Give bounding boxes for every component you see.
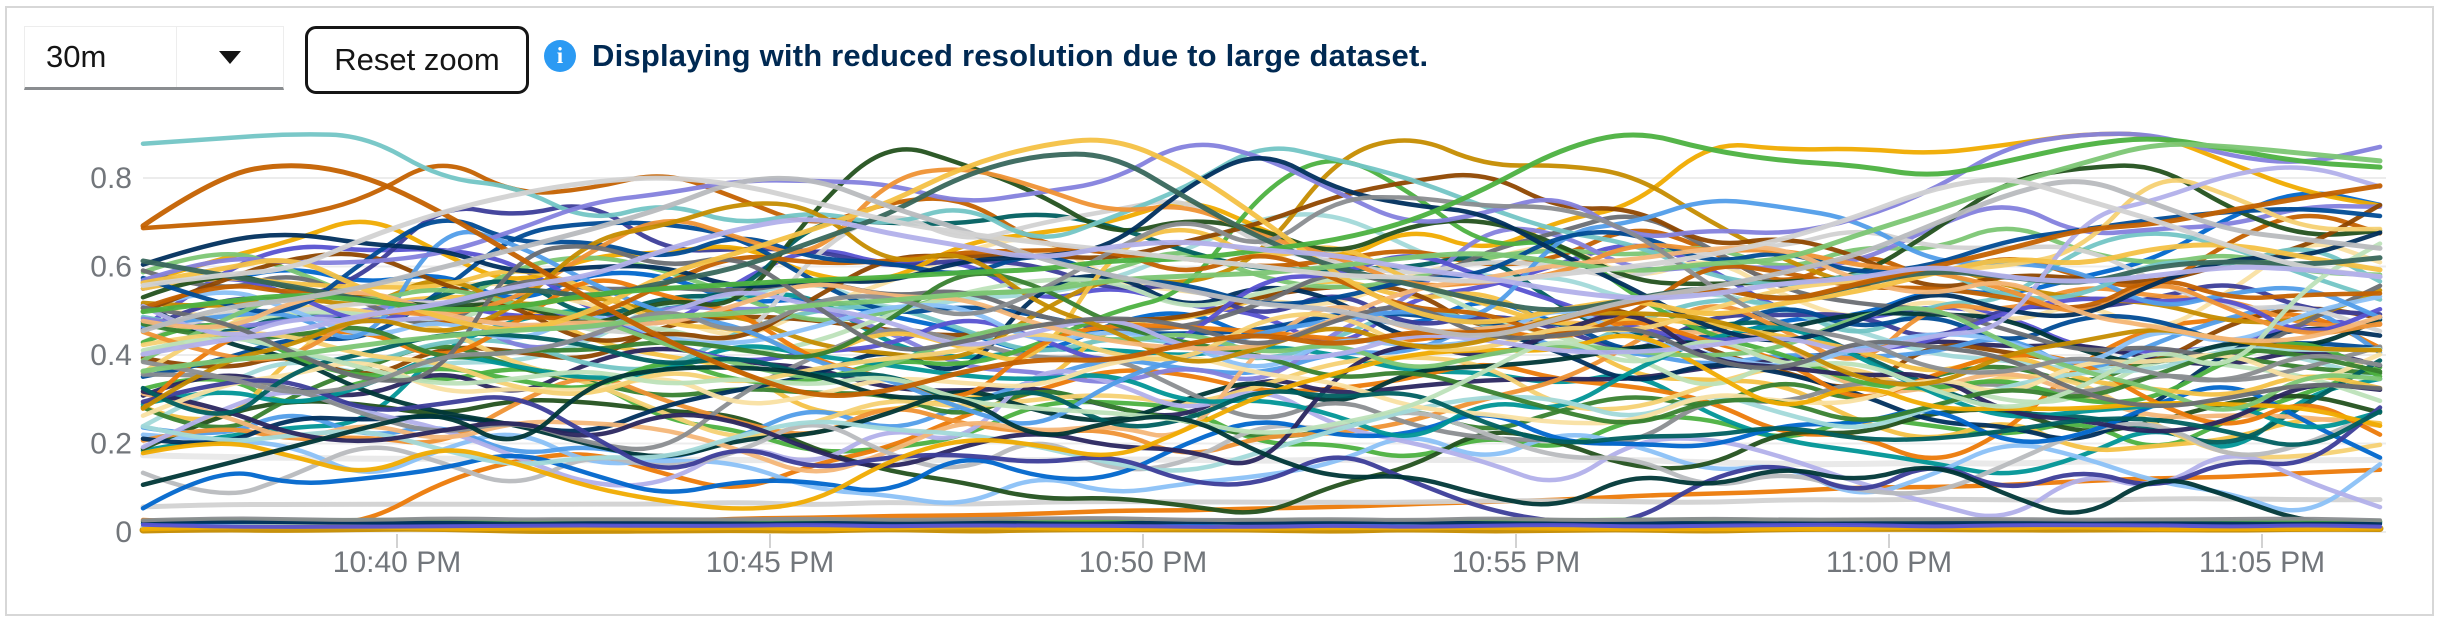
caret-area — [177, 27, 283, 87]
series-line — [140, 290, 2383, 369]
series-line-lavender-mid — [140, 217, 2383, 357]
series-line — [140, 432, 2383, 513]
series-line-green-rise-late — [140, 141, 2383, 374]
series-line-brown-left-high — [140, 163, 2383, 399]
series-line — [140, 331, 2383, 447]
y-tick-label: 0.2 — [90, 428, 132, 461]
reduced-resolution-message: Displaying with reduced resolution due t… — [592, 38, 1429, 73]
series-line — [140, 247, 2383, 336]
caret-down-icon — [219, 50, 241, 64]
x-tick-label: 11:05 PM — [2199, 546, 2325, 579]
series-line — [140, 241, 2383, 435]
series-line — [140, 178, 2383, 397]
x-tick-label: 10:40 PM — [333, 546, 461, 579]
series-line — [140, 378, 2383, 526]
series-line — [140, 158, 2383, 405]
select-divider — [176, 27, 177, 87]
series-line — [140, 365, 2383, 525]
x-tick-label: 10:55 PM — [1452, 546, 1580, 579]
x-tick-label: 11:00 PM — [1826, 546, 1952, 579]
timespan-selected-value: 30m — [46, 39, 107, 74]
y-tick-label: 0.4 — [90, 339, 132, 372]
info-circle-icon: i — [544, 40, 576, 72]
series-line — [140, 407, 2383, 496]
x-tick-label: 10:50 PM — [1079, 546, 1207, 579]
series-line — [140, 302, 2383, 459]
series-line — [140, 147, 2383, 325]
series-line — [140, 286, 2383, 455]
series-line — [140, 203, 2383, 384]
x-tick-label: 10:45 PM — [706, 546, 834, 579]
series-line — [140, 194, 2383, 395]
y-tick-label: 0 — [115, 516, 132, 549]
series-line-low-flat-lightgray — [140, 496, 2383, 510]
series-line-gray-bump — [140, 175, 2383, 338]
series-line — [140, 333, 2383, 511]
chart-toolbar: 30m Reset zoom i Displaying with reduced… — [0, 0, 2441, 100]
reset-zoom-button[interactable]: Reset zoom — [305, 26, 529, 94]
series-line-lightgray-high — [140, 175, 2383, 288]
series-line-baseline-purple — [141, 522, 2382, 529]
y-tick-label: 0.6 — [90, 251, 132, 284]
reduced-resolution-alert: i Displaying with reduced resolution due… — [544, 38, 1428, 74]
series-line — [140, 131, 2383, 285]
timespan-select[interactable]: 30m — [24, 26, 284, 90]
series-line — [140, 283, 2383, 389]
y-tick-label: 0.8 — [90, 162, 132, 195]
series-line-baseline-gray — [141, 516, 2382, 523]
